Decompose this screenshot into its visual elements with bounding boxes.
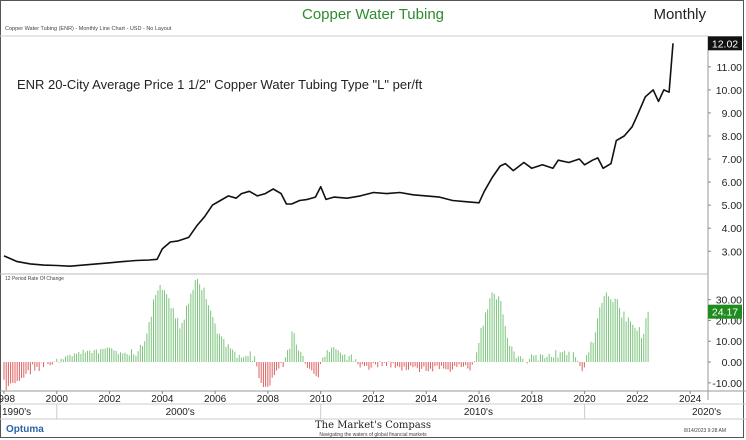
decade-label: 1990's bbox=[2, 407, 31, 418]
price-tick-label: 7.00 bbox=[722, 154, 743, 166]
price-tick-label: 9.00 bbox=[722, 108, 743, 120]
brand-tagline: Navigating the waters of global financia… bbox=[319, 432, 427, 438]
decade-label: 2020's bbox=[692, 407, 721, 418]
price-tick-label: 5.00 bbox=[722, 200, 743, 212]
year-label: 2006 bbox=[204, 394, 227, 405]
optuma-logo: Optuma bbox=[6, 424, 44, 435]
year-label: 2008 bbox=[257, 394, 280, 405]
price-tick-label: 11.00 bbox=[717, 62, 743, 74]
price-last-label: 12.02 bbox=[712, 38, 738, 50]
year-label: 2010 bbox=[310, 394, 333, 405]
price-tick-label: 8.00 bbox=[722, 131, 743, 143]
year-label: 2022 bbox=[626, 394, 649, 405]
price-line bbox=[3, 43, 674, 268]
year-label: 2020 bbox=[573, 394, 596, 405]
roc-tick-label: 30.00 bbox=[716, 295, 742, 307]
price-tick-label: 4.00 bbox=[722, 223, 743, 235]
grid-lines bbox=[0, 35, 746, 420]
year-label: 2000 bbox=[46, 394, 69, 405]
price-tick-label: 3.00 bbox=[722, 246, 743, 258]
price-chart-title: ENR 20-City Average Price 1 1/2" Copper … bbox=[17, 77, 423, 92]
year-label: 2018 bbox=[521, 394, 544, 405]
chart-subline: Copper Water Tubing (ENR) - Monthly Line… bbox=[5, 26, 172, 32]
timestamp: 8/14/2023 9:28 AM bbox=[684, 428, 726, 434]
decade-label: 2010's bbox=[464, 407, 493, 418]
roc-tick-label: -10.00 bbox=[712, 378, 742, 390]
year-label: 2014 bbox=[415, 394, 438, 405]
price-tick-label: 6.00 bbox=[722, 177, 743, 189]
year-label: 2012 bbox=[362, 394, 385, 405]
brand-name: The Market's Compass bbox=[314, 420, 432, 431]
roc-last-badge bbox=[708, 304, 742, 319]
roc-tick-label: 10.00 bbox=[716, 336, 742, 348]
year-label: 2016 bbox=[468, 394, 491, 405]
year-label: 2004 bbox=[151, 394, 174, 405]
roc-tick-label: 0.00 bbox=[722, 357, 743, 369]
roc-bars bbox=[3, 279, 649, 391]
price-last-badge bbox=[708, 36, 742, 51]
page-title: Copper Water Tubing bbox=[301, 6, 445, 23]
year-label: 2024 bbox=[679, 394, 702, 405]
roc-chart-title: 12 Period Rate Of Change bbox=[5, 276, 64, 282]
price-line-group bbox=[3, 43, 674, 268]
period-label: Monthly bbox=[653, 6, 706, 23]
year-label: 2002 bbox=[98, 394, 121, 405]
roc-last-label: 24.17 bbox=[712, 307, 738, 319]
decade-label: 2000's bbox=[166, 407, 195, 418]
x-axis: 1998 2000 2002 2004 2006 2008 2010 2012 2014 2016… bbox=[0, 391, 721, 419]
price-axis: 3.00 4.00 5.00 6.00 7.00 8.00 9.00 10.00 11.00 12… bbox=[708, 36, 742, 258]
price-tick-label: 10.00 bbox=[716, 85, 742, 97]
year-label: 1998 bbox=[0, 394, 16, 405]
